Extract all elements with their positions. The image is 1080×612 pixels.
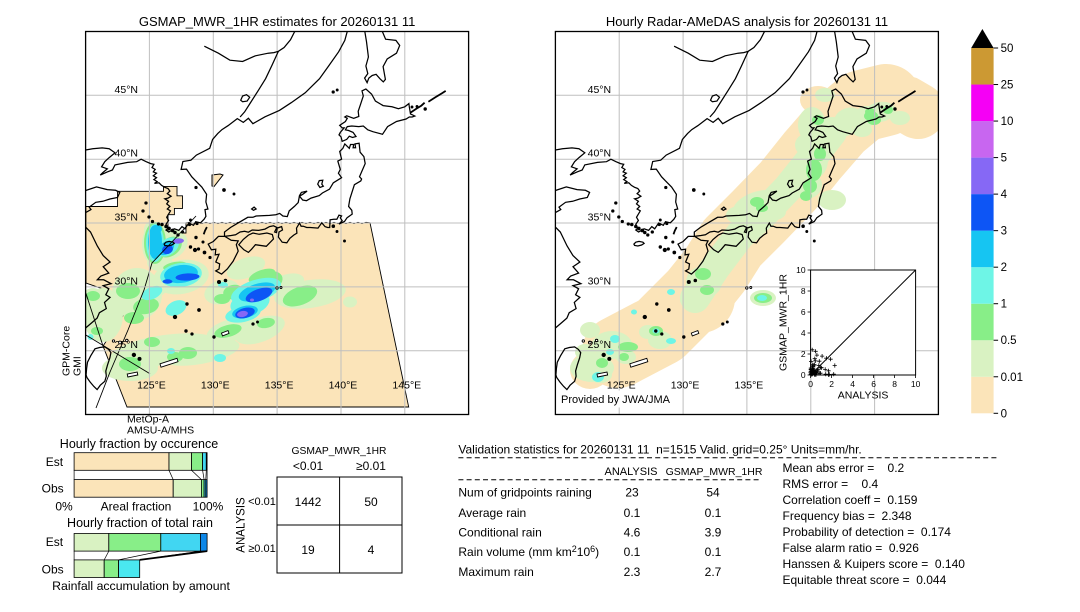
- svg-text:30°N: 30°N: [115, 275, 138, 287]
- svg-text:2.7: 2.7: [705, 565, 722, 579]
- svg-text:0.1: 0.1: [624, 506, 641, 520]
- svg-text:45°N: 45°N: [588, 84, 611, 96]
- svg-text:<0.01: <0.01: [293, 459, 324, 473]
- svg-text:30°N: 30°N: [588, 275, 611, 287]
- svg-text:140°E: 140°E: [329, 380, 358, 392]
- svg-text:54: 54: [706, 486, 720, 500]
- svg-text:Provided by JWA/JMA: Provided by JWA/JMA: [561, 394, 671, 406]
- svg-text:≥0.01: ≥0.01: [356, 459, 386, 473]
- svg-text:6: 6: [801, 307, 806, 317]
- svg-text:Equitable threat score = 0.04: Equitable threat score = 0.044: [783, 573, 947, 587]
- svg-text:2.3: 2.3: [624, 565, 641, 579]
- svg-text:2: 2: [829, 379, 834, 389]
- svg-text:5: 5: [1001, 153, 1007, 165]
- svg-text:100%: 100%: [193, 500, 224, 514]
- svg-text:ANALYSIS: ANALYSIS: [236, 497, 248, 553]
- svg-text:135°E: 135°E: [735, 380, 764, 392]
- svg-text:GPM-Core: GPM-Core: [61, 326, 73, 376]
- svg-text:Correlation coeff = 0.159: Correlation coeff = 0.159: [783, 493, 918, 507]
- svg-text:Mean abs error = 0.2: Mean abs error = 0.2: [783, 461, 905, 475]
- svg-text:0: 0: [801, 370, 806, 380]
- svg-text:25°N: 25°N: [588, 339, 611, 351]
- svg-text:Num of gridpoints raining: Num of gridpoints raining: [458, 486, 591, 500]
- svg-text:GSMAP_MWR_1HR: GSMAP_MWR_1HR: [778, 274, 790, 371]
- svg-text:Probability of detection = 0.: Probability of detection = 0.174: [783, 525, 952, 539]
- svg-text:45°N: 45°N: [115, 84, 138, 96]
- svg-text:Maximum rain: Maximum rain: [458, 565, 533, 579]
- svg-text:<0.01: <0.01: [248, 496, 276, 508]
- svg-text:50: 50: [1001, 43, 1014, 55]
- svg-text:0%: 0%: [55, 500, 73, 514]
- svg-text:19: 19: [301, 543, 315, 557]
- svg-text:1442: 1442: [295, 495, 322, 509]
- svg-text:0.01: 0.01: [1001, 372, 1023, 384]
- svg-text:3: 3: [1001, 226, 1007, 238]
- svg-text:135°E: 135°E: [265, 380, 294, 392]
- svg-text:Obs: Obs: [42, 563, 64, 577]
- svg-text:50: 50: [364, 495, 378, 509]
- svg-text:Validation statistics for 2026: Validation statistics for 20260131 11 n=…: [458, 443, 861, 457]
- svg-text:8: 8: [801, 286, 806, 296]
- svg-text:Average rain: Average rain: [458, 506, 526, 520]
- svg-text:40°N: 40°N: [115, 148, 138, 160]
- svg-text:35°N: 35°N: [588, 212, 611, 224]
- svg-text:4: 4: [1001, 189, 1008, 201]
- svg-text:ANALYSIS: ANALYSIS: [605, 466, 658, 478]
- svg-text:25: 25: [1001, 80, 1014, 92]
- svg-text:ANALYSIS: ANALYSIS: [838, 390, 889, 402]
- svg-text:RMS error = 0.4: RMS error = 0.4: [783, 477, 879, 491]
- svg-text:10: 10: [796, 265, 806, 275]
- svg-text:Hourly fraction by occurence: Hourly fraction by occurence: [60, 437, 218, 451]
- svg-text:Obs: Obs: [42, 482, 64, 496]
- svg-text:2: 2: [801, 349, 806, 359]
- svg-text:Conditional rain: Conditional rain: [458, 526, 541, 540]
- svg-text:125°E: 125°E: [607, 380, 636, 392]
- svg-text:GMI: GMI: [71, 356, 83, 376]
- svg-text:1: 1: [1001, 299, 1007, 311]
- svg-text:0: 0: [808, 379, 813, 389]
- svg-text:Est: Est: [46, 535, 64, 549]
- svg-text:Est: Est: [46, 455, 64, 469]
- svg-text:MetOp-A: MetOp-A: [127, 414, 169, 426]
- svg-text:Hourly Radar-AMeDAS analysis f: Hourly Radar-AMeDAS analysis for 2026013…: [606, 14, 888, 29]
- svg-text:10: 10: [1001, 116, 1014, 128]
- svg-text:0: 0: [1001, 408, 1007, 420]
- svg-text:0.1: 0.1: [705, 506, 722, 520]
- svg-text:GSMAP_MWR_1HR: GSMAP_MWR_1HR: [292, 446, 387, 457]
- svg-text:3.9: 3.9: [705, 526, 722, 540]
- svg-text:4.6: 4.6: [624, 526, 641, 540]
- svg-text:2: 2: [1001, 262, 1007, 274]
- svg-text:0.1: 0.1: [705, 545, 722, 559]
- svg-text:10: 10: [911, 379, 921, 389]
- svg-text:Frequency bias = 2.348: Frequency bias = 2.348: [783, 509, 912, 523]
- svg-text:8: 8: [892, 379, 897, 389]
- svg-text:125°E: 125°E: [137, 380, 166, 392]
- svg-text:0.5: 0.5: [1001, 335, 1017, 347]
- svg-text:Rainfall accumulation by amoun: Rainfall accumulation by amount: [52, 579, 230, 593]
- svg-text:130°E: 130°E: [671, 380, 700, 392]
- svg-text:AMSU-A/MHS: AMSU-A/MHS: [127, 425, 194, 437]
- svg-text:6: 6: [871, 379, 876, 389]
- svg-text:Hourly fraction of total rain: Hourly fraction of total rain: [67, 516, 213, 530]
- svg-text:145°E: 145°E: [392, 380, 421, 392]
- svg-text:Areal fraction: Areal fraction: [101, 500, 172, 514]
- svg-text:4: 4: [801, 328, 806, 338]
- svg-text:Rain volume (mm km2106): Rain volume (mm km2106): [458, 544, 599, 559]
- svg-text:4: 4: [368, 543, 375, 557]
- svg-text:130°E: 130°E: [201, 380, 230, 392]
- svg-text:35°N: 35°N: [115, 212, 138, 224]
- svg-text:0.1: 0.1: [624, 545, 641, 559]
- svg-text:4: 4: [850, 379, 855, 389]
- svg-text:23: 23: [625, 486, 639, 500]
- svg-text:≥0.01: ≥0.01: [248, 543, 275, 555]
- svg-text:40°N: 40°N: [588, 148, 611, 160]
- svg-text:Hanssen & Kuipers score = 0.1: Hanssen & Kuipers score = 0.140: [783, 557, 966, 571]
- svg-text:False alarm ratio = 0.926: False alarm ratio = 0.926: [783, 541, 920, 555]
- svg-text:GSMAP_MWR_1HR estimates for 20: GSMAP_MWR_1HR estimates for 20260131 11: [139, 14, 416, 29]
- svg-text:GSMAP_MWR_1HR: GSMAP_MWR_1HR: [666, 466, 763, 478]
